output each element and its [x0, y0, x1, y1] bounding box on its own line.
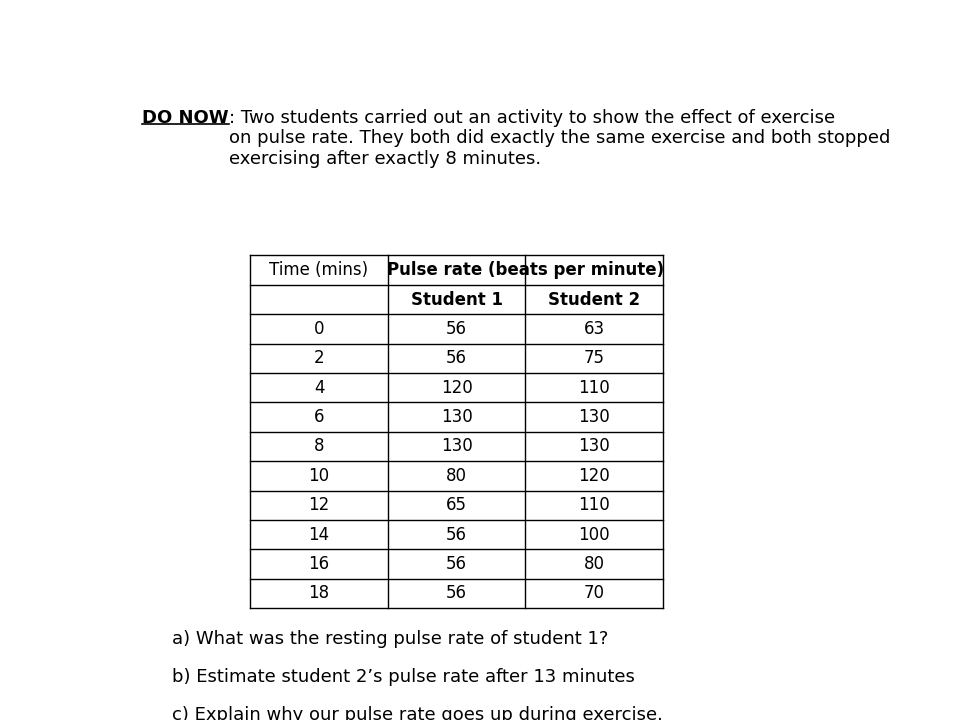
Text: 75: 75 [584, 349, 605, 367]
Text: 18: 18 [308, 585, 329, 603]
Text: 80: 80 [584, 555, 605, 573]
Text: 70: 70 [584, 585, 605, 603]
Text: 130: 130 [441, 438, 472, 456]
Text: 0: 0 [314, 320, 324, 338]
Text: 65: 65 [446, 496, 468, 514]
Text: Student 1: Student 1 [411, 291, 503, 309]
Text: 8: 8 [314, 438, 324, 456]
Text: 12: 12 [308, 496, 329, 514]
Text: 63: 63 [584, 320, 605, 338]
Text: 10: 10 [308, 467, 329, 485]
Text: a) What was the resting pulse rate of student 1?: a) What was the resting pulse rate of st… [172, 630, 609, 648]
Text: 16: 16 [308, 555, 329, 573]
Text: 100: 100 [579, 526, 611, 544]
Text: 120: 120 [579, 467, 611, 485]
Text: Time (mins): Time (mins) [270, 261, 369, 279]
Text: 110: 110 [579, 379, 611, 397]
Text: 110: 110 [579, 496, 611, 514]
Text: Student 2: Student 2 [548, 291, 640, 309]
Text: 56: 56 [446, 349, 468, 367]
Text: 56: 56 [446, 555, 468, 573]
Text: 56: 56 [446, 320, 468, 338]
Text: 56: 56 [446, 585, 468, 603]
Text: : Two students carried out an activity to show the effect of exercise
on pulse r: : Two students carried out an activity t… [228, 109, 890, 168]
Text: 120: 120 [441, 379, 472, 397]
Text: 80: 80 [446, 467, 468, 485]
Text: 4: 4 [314, 379, 324, 397]
Text: 130: 130 [579, 408, 611, 426]
Text: b) Estimate student 2’s pulse rate after 13 minutes: b) Estimate student 2’s pulse rate after… [172, 668, 635, 686]
Text: 130: 130 [579, 438, 611, 456]
Text: 130: 130 [441, 408, 472, 426]
Text: 14: 14 [308, 526, 329, 544]
Text: 56: 56 [446, 526, 468, 544]
Text: c) Explain why our pulse rate goes up during exercise.: c) Explain why our pulse rate goes up du… [172, 706, 663, 720]
Text: Pulse rate (beats per minute): Pulse rate (beats per minute) [387, 261, 664, 279]
Text: 6: 6 [314, 408, 324, 426]
Text: DO NOW: DO NOW [142, 109, 228, 127]
Text: 2: 2 [314, 349, 324, 367]
